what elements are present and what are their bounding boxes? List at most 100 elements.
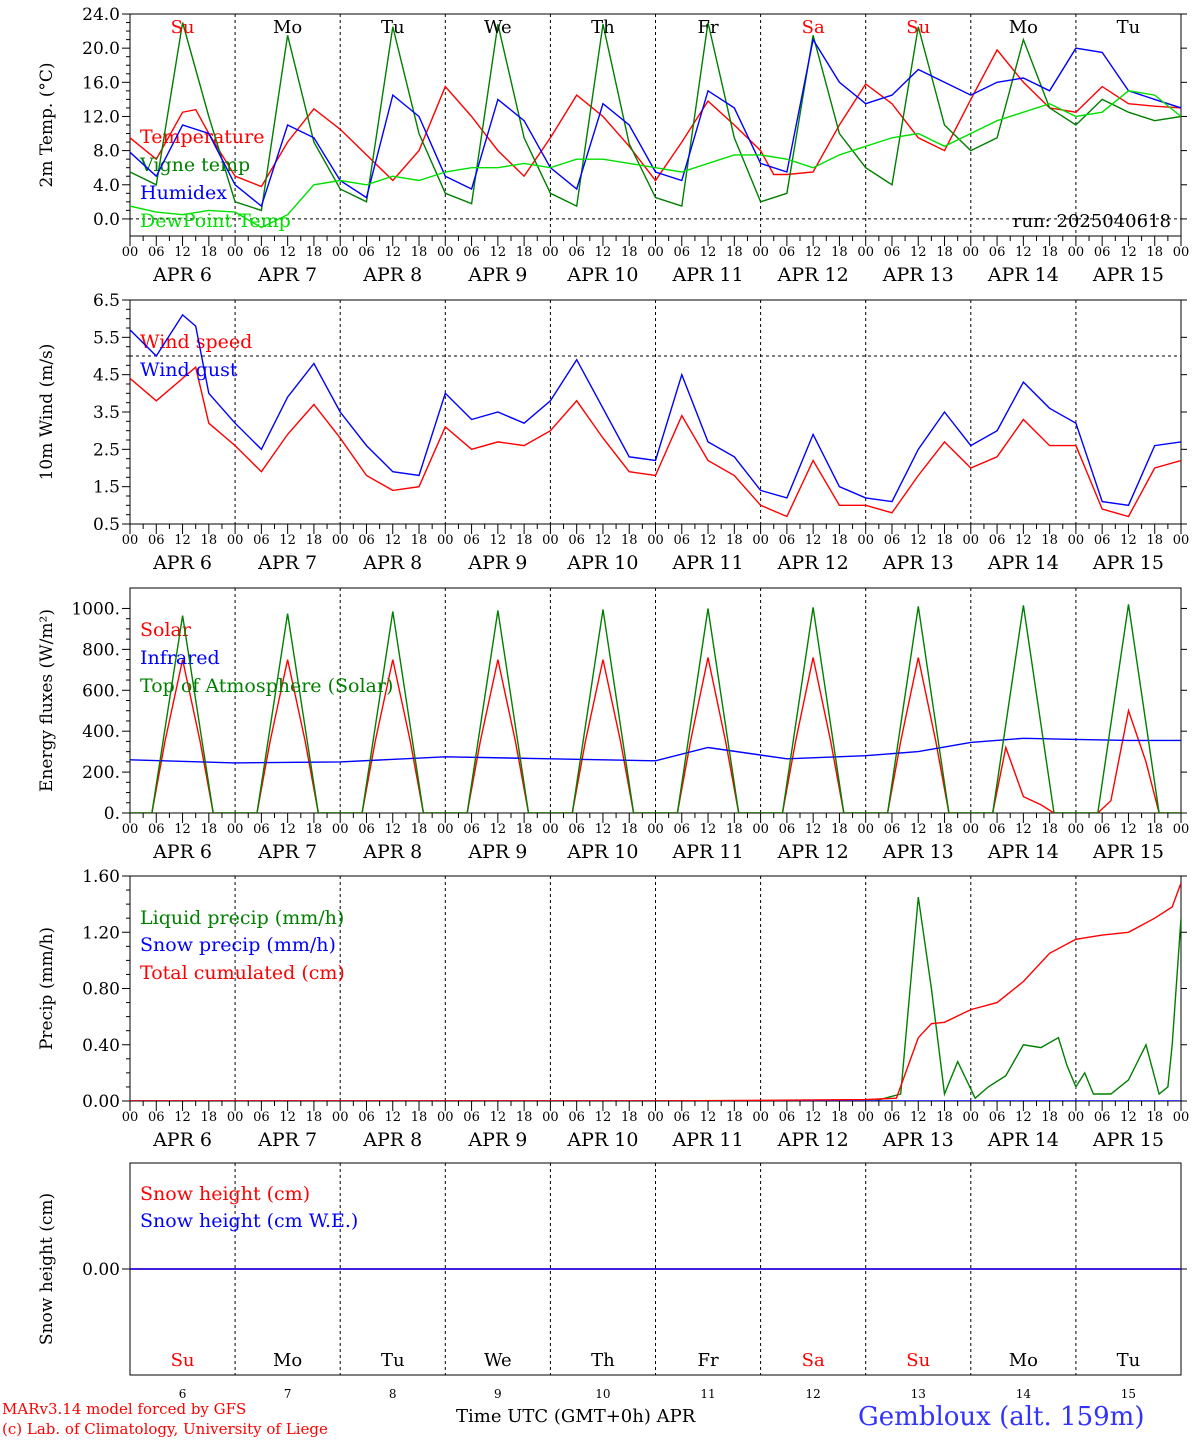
weekday-label: Th: [591, 17, 615, 38]
hour-tick-label: 06: [779, 822, 796, 837]
hour-tick-label: 18: [1146, 245, 1163, 260]
legend-entry: Wind speed: [140, 331, 252, 353]
y-tick-label: 200.: [82, 763, 120, 783]
hour-tick-label: 06: [358, 245, 375, 260]
series-line-solar: [130, 657, 1181, 813]
series-line-dewpoint-temp: [130, 90, 1181, 229]
hour-tick-label: 06: [148, 245, 165, 260]
legend-entry: Vigne temp: [139, 154, 250, 176]
date-label: APR 7: [257, 1129, 317, 1151]
date-label: APR 10: [566, 1129, 638, 1151]
hour-tick-label: 12: [805, 1110, 822, 1125]
hour-tick-label: 12: [279, 533, 296, 548]
hour-tick-label: 18: [516, 533, 533, 548]
hour-tick-label: 06: [1094, 533, 1111, 548]
hour-tick-label: 18: [516, 245, 533, 260]
hour-tick-label: 06: [148, 1110, 165, 1125]
hour-tick-label: 18: [621, 1110, 638, 1125]
hour-tick-label: 12: [910, 245, 927, 260]
hour-tick-label: 00: [857, 1110, 874, 1125]
y-tick-label: 1.5: [93, 478, 120, 498]
hour-tick-label: 06: [253, 533, 270, 548]
series-line-humidex: [130, 37, 1181, 208]
date-label: APR 7: [257, 264, 317, 286]
weekday-label: Su: [906, 17, 930, 38]
hour-tick-label: 18: [726, 245, 743, 260]
hour-tick-label: 12: [1015, 1110, 1032, 1125]
date-label: APR 6: [152, 1129, 212, 1151]
y-axis-label: Precip (mm/h): [37, 927, 57, 1050]
hour-tick-label: 12: [1015, 533, 1032, 548]
y-tick-label: 5.5: [93, 328, 120, 348]
date-label: APR 13: [882, 264, 954, 286]
hour-tick-label: 06: [568, 245, 585, 260]
hour-tick-label: 18: [831, 1110, 848, 1125]
hour-tick-label: 00: [332, 822, 349, 837]
legend-entry: DewPoint Temp: [140, 210, 291, 232]
hour-tick-label: 00: [542, 1110, 559, 1125]
hour-tick-label: 00: [542, 533, 559, 548]
y-tick-label: 4.0: [93, 176, 120, 196]
weekday-label: Su: [171, 17, 195, 38]
date-label: APR 11: [672, 841, 744, 863]
hour-tick-label: 18: [1146, 533, 1163, 548]
day-number-label: 11: [700, 1387, 715, 1400]
hour-tick-label: 12: [595, 245, 612, 260]
hour-tick-label: 00: [1068, 245, 1085, 260]
hour-tick-label: 12: [1120, 245, 1137, 260]
weekday-label: We: [484, 1350, 512, 1371]
date-label: APR 8: [362, 264, 422, 286]
weekday-label: Mo: [1009, 17, 1038, 38]
date-label: APR 13: [882, 1129, 954, 1151]
hour-tick-label: 00: [122, 533, 139, 548]
hour-tick-label: 12: [1120, 822, 1137, 837]
weekday-label: Su: [906, 1350, 930, 1371]
x-axis-month: APR: [656, 1406, 696, 1427]
y-tick-label: 0.40: [82, 1036, 120, 1056]
hour-tick-label: 12: [174, 1110, 191, 1125]
hour-tick-label: 12: [384, 1110, 401, 1125]
weekday-label: Tu: [1117, 1350, 1141, 1371]
hour-tick-label: 06: [989, 1110, 1006, 1125]
y-axis-label: Energy fluxes (W/m²): [37, 609, 57, 792]
hour-tick-label: 00: [857, 533, 874, 548]
hour-tick-label: 00: [437, 822, 454, 837]
legend-entry: Liquid precip (mm/h): [140, 907, 344, 929]
y-tick-label: 0.00: [82, 1260, 120, 1280]
hour-tick-label: 18: [726, 822, 743, 837]
date-label: APR 6: [152, 841, 212, 863]
hour-tick-label: 06: [989, 245, 1006, 260]
hour-tick-label: 12: [1015, 822, 1032, 837]
hour-tick-label: 06: [884, 822, 901, 837]
y-tick-label: 0.5: [93, 515, 120, 535]
hour-tick-label: 12: [490, 1110, 507, 1125]
date-label: APR 12: [777, 1129, 849, 1151]
day-number-label: 15: [1121, 1387, 1136, 1400]
hour-tick-label: 18: [936, 245, 953, 260]
hour-tick-label: 18: [726, 1110, 743, 1125]
hour-tick-label: 12: [1120, 533, 1137, 548]
hour-tick-label: 00: [122, 822, 139, 837]
hour-tick-label: 00: [542, 822, 559, 837]
hour-tick-label: 12: [174, 533, 191, 548]
date-label: APR 10: [566, 552, 638, 574]
hour-tick-label: 06: [779, 245, 796, 260]
date-label: APR 15: [1092, 552, 1164, 574]
hour-tick-label: 12: [490, 245, 507, 260]
hour-tick-label: 00: [1173, 822, 1190, 837]
hour-tick-label: 06: [253, 822, 270, 837]
hour-tick-label: 12: [279, 822, 296, 837]
hour-tick-label: 00: [963, 533, 980, 548]
y-tick-label: 800.: [82, 640, 120, 660]
weekday-label: Th: [591, 1350, 615, 1371]
y-axis-label: Snow height (cm): [37, 1193, 57, 1345]
y-tick-label: 0.0: [93, 210, 120, 230]
date-label: APR 12: [777, 552, 849, 574]
series-line-top-of-atmosphere-solar-: [130, 604, 1181, 813]
date-label: APR 11: [672, 1129, 744, 1151]
series-line-wind-gust: [130, 313, 1181, 507]
hour-tick-label: 18: [1041, 533, 1058, 548]
hour-tick-label: 00: [752, 822, 769, 837]
legend-entry: Infrared: [140, 647, 220, 669]
y-tick-label: 4.5: [93, 366, 120, 386]
